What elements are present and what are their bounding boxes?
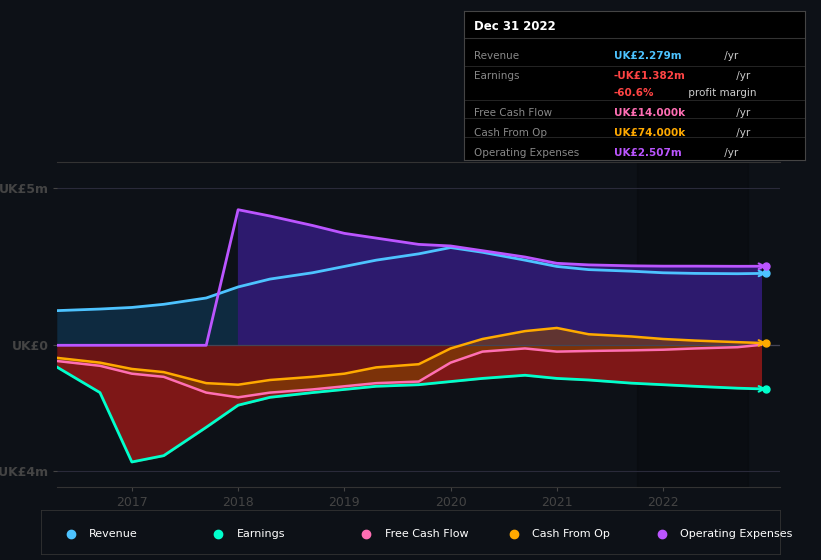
Text: Operating Expenses: Operating Expenses [474,148,580,158]
Text: profit margin: profit margin [686,88,757,99]
Text: Cash From Op: Cash From Op [474,128,547,138]
Text: /yr: /yr [733,128,750,138]
Text: Dec 31 2022: Dec 31 2022 [474,20,556,33]
Text: -UK£1.382m: -UK£1.382m [614,71,686,81]
Text: /yr: /yr [721,148,738,158]
Text: Free Cash Flow: Free Cash Flow [474,108,553,118]
Text: UK£2.279m: UK£2.279m [614,52,681,61]
Text: Earnings: Earnings [474,71,520,81]
Text: Earnings: Earnings [237,529,286,539]
Text: Cash From Op: Cash From Op [533,529,610,539]
Text: UK£2.507m: UK£2.507m [614,148,681,158]
Text: /yr: /yr [721,52,738,61]
Text: UK£74.000k: UK£74.000k [614,128,685,138]
Text: Revenue: Revenue [89,529,138,539]
Text: Free Cash Flow: Free Cash Flow [385,529,468,539]
Text: -60.6%: -60.6% [614,88,654,99]
Text: Operating Expenses: Operating Expenses [681,529,792,539]
Text: /yr: /yr [733,71,750,81]
Text: Revenue: Revenue [474,52,519,61]
Text: /yr: /yr [733,108,750,118]
Text: UK£14.000k: UK£14.000k [614,108,685,118]
Bar [636,162,748,487]
